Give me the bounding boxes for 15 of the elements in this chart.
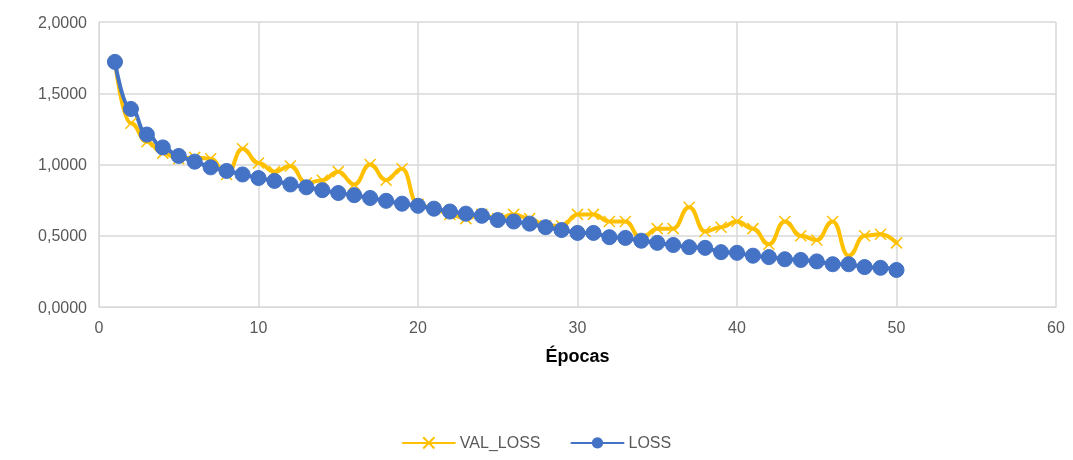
x-tick-label: 10: [249, 318, 268, 336]
x-tick-label: 30: [568, 318, 587, 336]
legend-label: VAL_LOSS: [459, 434, 541, 453]
y-tick-label: 0,5000: [38, 227, 88, 245]
x-tick-label: 20: [409, 318, 427, 336]
x-axis-title: Épocas: [545, 345, 610, 366]
y-tick-label: 0,0000: [38, 298, 88, 316]
x-tick-label: 0: [94, 318, 104, 336]
y-tick-label: 1,0000: [38, 156, 88, 173]
legend-label: LOSS: [628, 434, 672, 452]
x-tick-label: 50: [887, 318, 906, 336]
x-tick-label: 60: [1047, 318, 1065, 336]
y-tick-label: 1,5000: [38, 84, 88, 102]
y-tick-label: 2,0000: [38, 13, 88, 31]
x-tick-label: 40: [728, 318, 746, 336]
